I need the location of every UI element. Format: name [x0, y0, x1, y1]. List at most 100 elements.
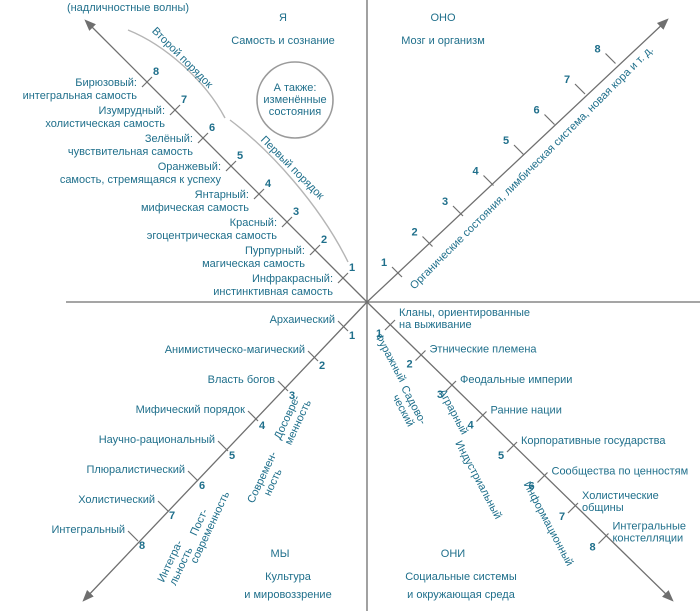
level-label: Янтарный: [195, 189, 249, 201]
level-number: 3 [442, 196, 448, 208]
level-tick [476, 411, 487, 422]
level-label: Зелёный: [145, 133, 193, 145]
level-tick [598, 533, 609, 544]
level-number: 3 [437, 389, 443, 401]
quadrant-subtitle: Мозг и организм [401, 35, 485, 47]
level-tick [384, 319, 396, 331]
level-label: Красный: [230, 217, 277, 229]
quadrant-subtitle: Культура [265, 571, 312, 583]
level-label: эгоцентрическая самость [147, 230, 278, 242]
level-number: 6 [199, 480, 205, 492]
also-circle [256, 61, 334, 139]
bracket-first-order [229, 119, 349, 263]
level-tick [513, 144, 525, 156]
level-number: 6 [533, 104, 539, 116]
level-label: общины [582, 502, 624, 514]
level-number: 4 [467, 419, 474, 431]
level-number: 6 [209, 122, 215, 134]
level-tick [277, 380, 289, 392]
level-number: 1 [376, 328, 382, 340]
level-number: 7 [559, 511, 565, 523]
level-label: инстинктивная самость [213, 286, 333, 298]
level-label: Ранние нации [491, 404, 562, 416]
stage-label: Информационный [521, 480, 576, 568]
also-states: состояния [269, 106, 321, 118]
level-label: на выживание [399, 319, 472, 331]
level-number: 2 [411, 226, 417, 238]
stage-label: Фуражный [372, 332, 408, 385]
level-number: 5 [229, 450, 235, 462]
axis-lower-left [82, 301, 368, 602]
level-tick [483, 175, 494, 186]
level-number: 4 [259, 420, 266, 432]
level-tick [247, 410, 259, 422]
quadrant-subtitle: Социальные системы [405, 571, 517, 583]
level-number: 4 [472, 165, 479, 177]
level-label: Феодальные империи [460, 374, 572, 386]
level-label: Интегральные [613, 520, 687, 532]
level-tick [574, 83, 586, 95]
axis-label: Органические состояния, лимбическая сист… [408, 44, 656, 292]
level-label: Архаический [270, 314, 335, 326]
quadrant-subtitle: и мировоззрение [244, 589, 331, 601]
level-label: констелляции [613, 532, 684, 544]
level-tick [169, 104, 181, 116]
level-label: мифическая самость [141, 202, 249, 214]
level-tick [567, 502, 579, 514]
also-states: А также: [274, 82, 317, 94]
level-tick [225, 160, 237, 172]
level-tick [197, 132, 209, 144]
level-tick [391, 266, 403, 278]
level-label: Этнические племена [430, 343, 538, 355]
level-number: 1 [381, 257, 387, 269]
level-tick [337, 320, 349, 332]
level-number: 1 [349, 330, 355, 342]
level-label: Плюралистический [86, 464, 185, 476]
quadrant-title: Я [279, 12, 287, 24]
level-number: 3 [289, 390, 295, 402]
level-number: 2 [319, 360, 325, 372]
level-label: Власть богов [208, 374, 276, 386]
quadrant-subtitle: и окружающая среда [407, 589, 516, 601]
level-label: Интегральный [51, 524, 125, 536]
level-label: Изумрудный: [99, 105, 166, 117]
level-number: 2 [321, 234, 327, 246]
level-label: магическая самость [202, 258, 305, 270]
bracket-label: Второй порядок [149, 25, 215, 91]
level-number: 4 [265, 178, 272, 190]
level-tick [506, 441, 518, 453]
transpersonal-note: (надличностные волны) [67, 2, 189, 14]
level-label: Научно-рациональный [99, 434, 215, 446]
level-label: интегральная самость [23, 90, 138, 102]
level-tick [253, 188, 265, 200]
level-tick [445, 380, 457, 392]
level-number: 6 [528, 480, 534, 492]
level-number: 7 [181, 94, 187, 106]
level-tick [415, 350, 426, 361]
level-number: 8 [589, 541, 595, 553]
level-tick [337, 272, 349, 284]
stage-label: Аграрный [436, 387, 470, 437]
level-label: Анимистическо-магический [165, 344, 305, 356]
level-label: Кланы, ориентированные [399, 307, 530, 319]
axis-lower-right [366, 301, 674, 602]
level-label: чувствительная самость [68, 146, 193, 158]
quadrant-subtitle: Самость и сознание [231, 35, 335, 47]
axis-upper-left [84, 19, 368, 303]
level-tick [307, 350, 319, 362]
level-tick [422, 236, 433, 247]
level-tick [309, 244, 321, 256]
also-states: изменённые [263, 94, 326, 106]
quadrant-title: ОНИ [441, 548, 465, 560]
level-number: 5 [498, 450, 504, 462]
level-label: Холистические [582, 490, 659, 502]
level-label: Пурпурный: [245, 245, 305, 257]
level-tick [605, 53, 616, 64]
level-label: Холистический [78, 494, 155, 506]
level-number: 8 [153, 66, 159, 78]
stage-label: Индустриальный [452, 439, 503, 521]
level-label: Мифический порядок [136, 404, 246, 416]
level-tick [544, 114, 555, 125]
level-label: самость, стремящаяся к успеху [60, 174, 222, 186]
